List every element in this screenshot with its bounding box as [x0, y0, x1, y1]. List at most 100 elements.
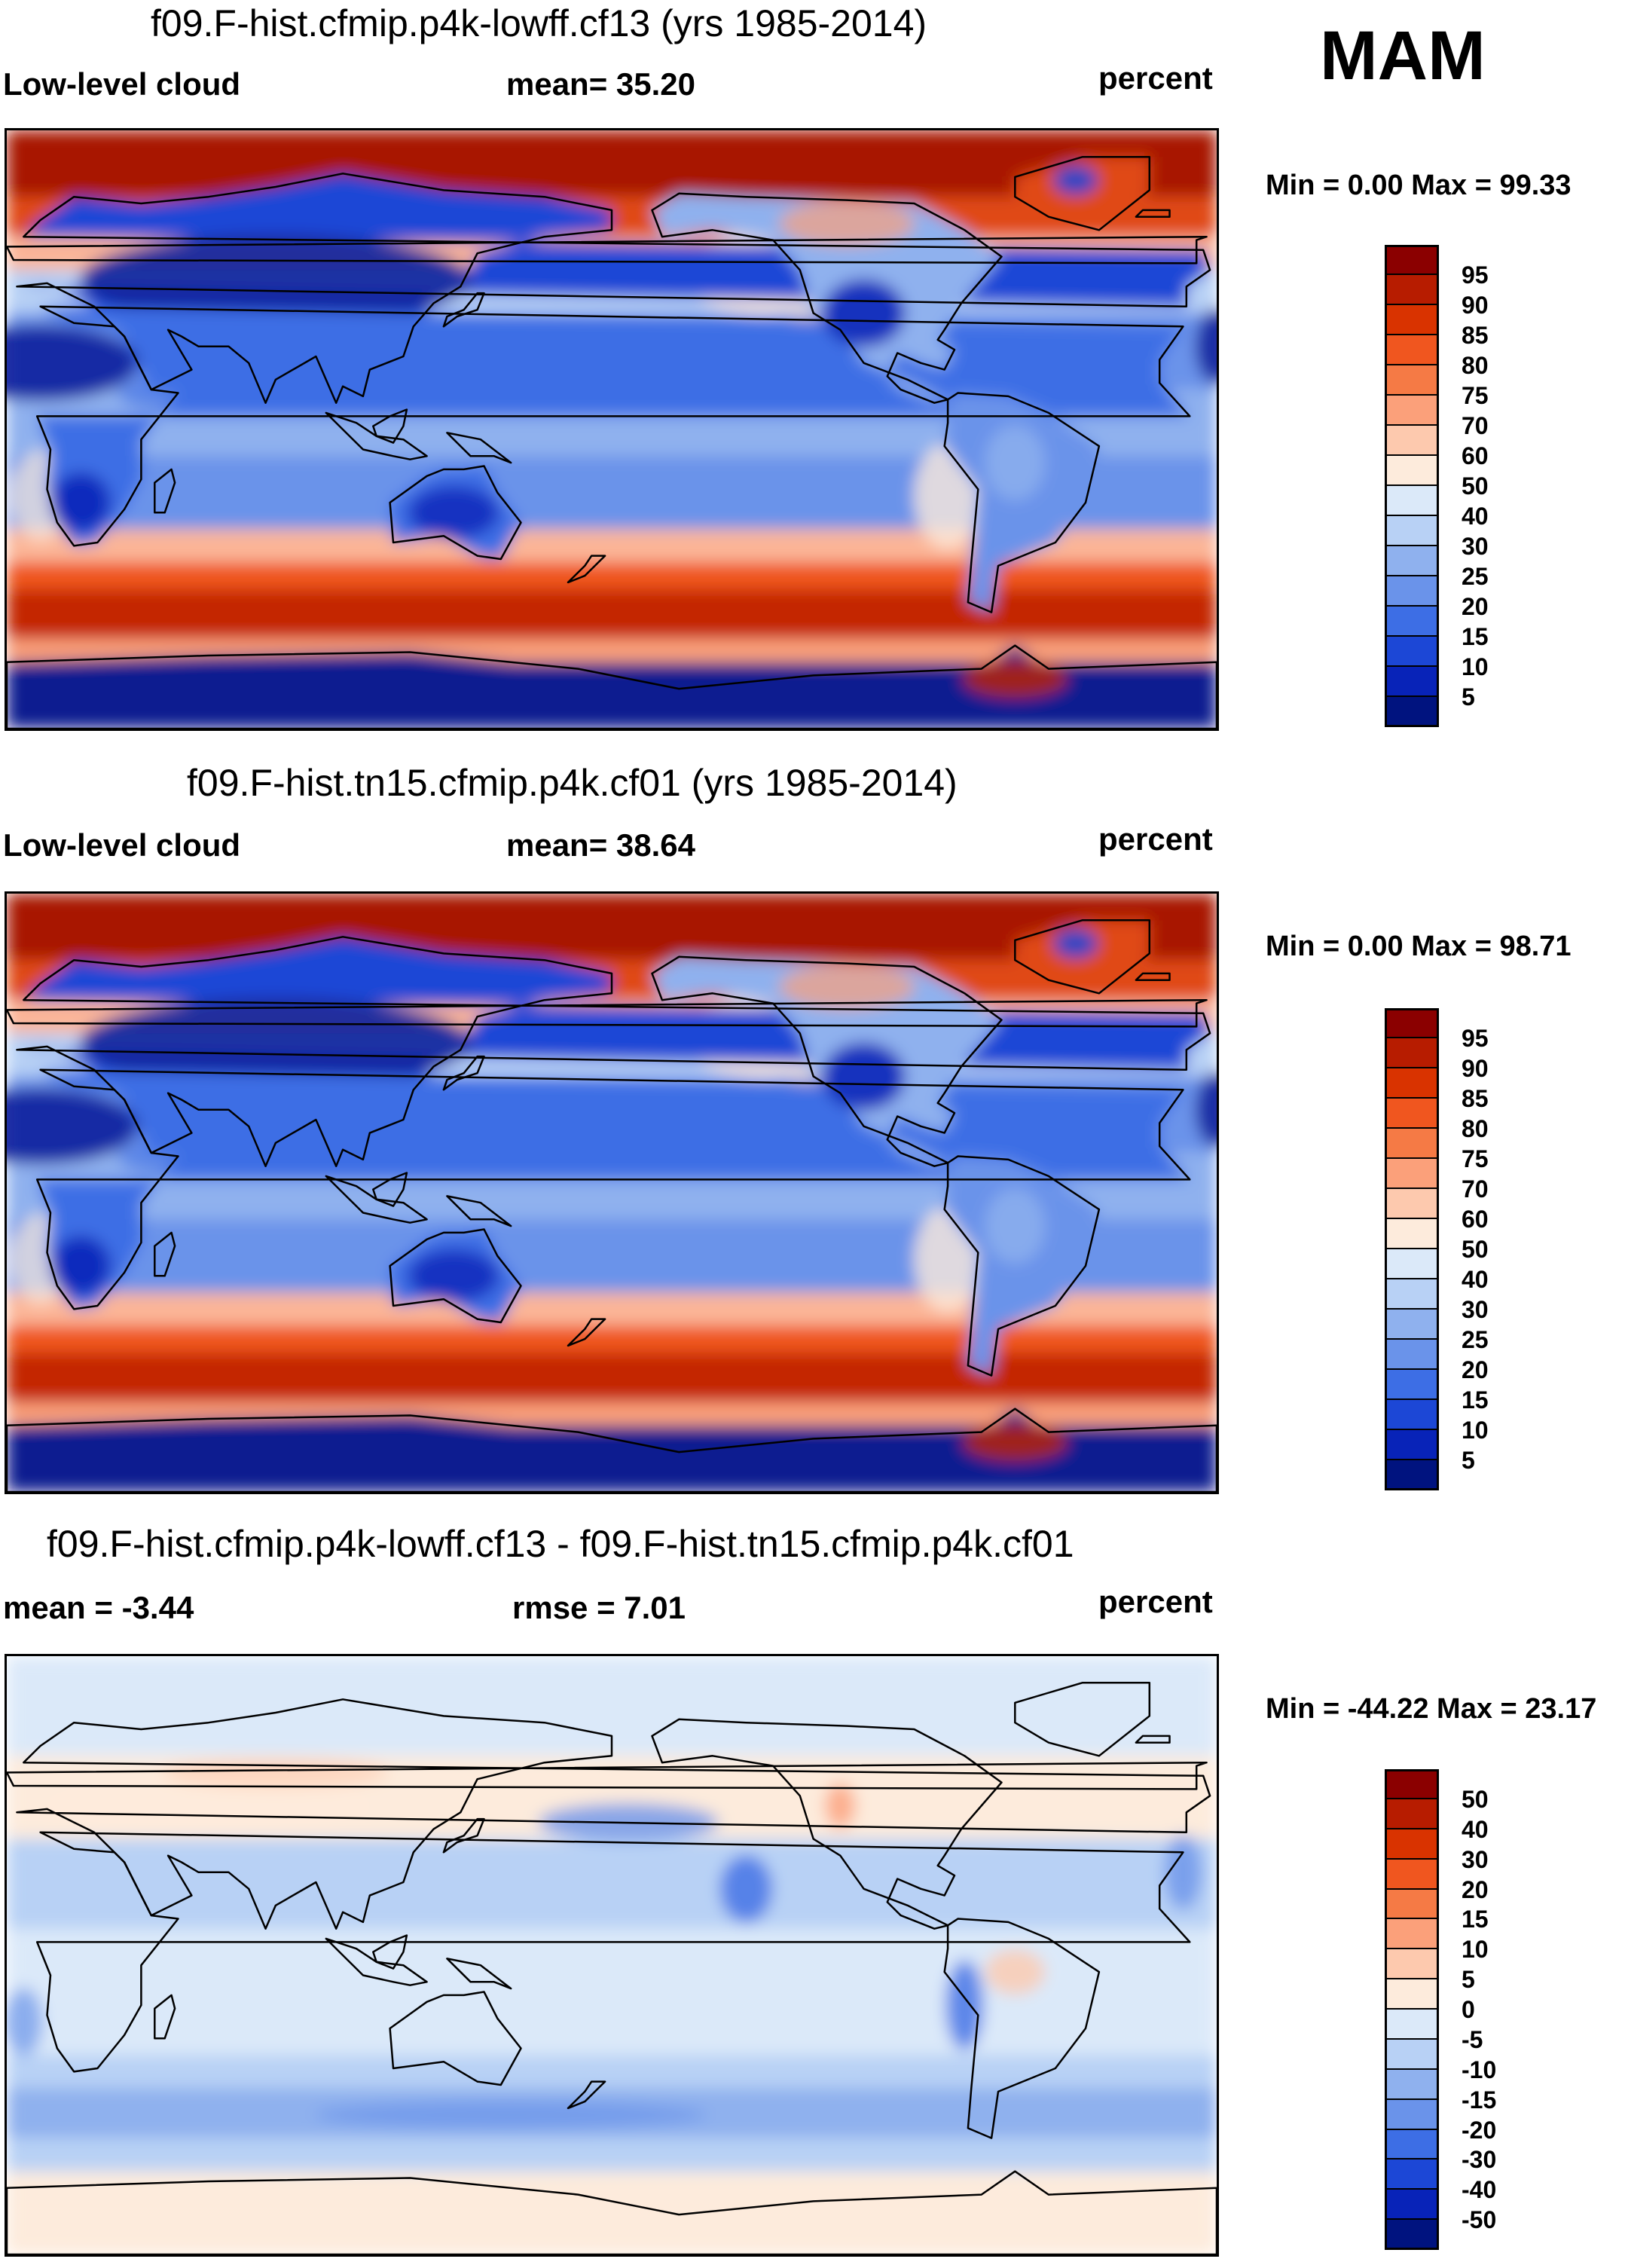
colorbar-swatch [1385, 667, 1439, 697]
colorbar-swatch [1385, 546, 1439, 576]
colorbar-tick-label: -20 [1462, 2116, 1497, 2144]
colorbar-swatch [1385, 1370, 1439, 1400]
panel-3-rmse-label: rmse = 7.01 [512, 1590, 686, 1625]
colorbar-frame [1385, 1008, 1439, 1490]
colorbar-swatch [1385, 1249, 1439, 1279]
colorbar-tick-label: 60 [1462, 442, 1489, 469]
panel-3-units-label: percent [1098, 1584, 1213, 1619]
panel-1-title: f09.F-hist.cfmip.p4k-lowff.cf13 (yrs 198… [151, 2, 927, 44]
colorbar-tick-label: 40 [1462, 1815, 1489, 1843]
colorbar-tick-label: 50 [1462, 472, 1489, 500]
colorbar-swatch [1385, 335, 1439, 365]
colorbar-swatch [1385, 1400, 1439, 1430]
colorbar-tick-label: -40 [1462, 2176, 1497, 2204]
panel-2-minmax: Min = 0.00 Max = 98.71 [1266, 931, 1572, 962]
colorbar-tick-label: 15 [1462, 623, 1489, 650]
colorbar-tick-label: 25 [1462, 563, 1489, 590]
colorbar-tick-label: 30 [1462, 1296, 1489, 1323]
panel-2-title: f09.F-hist.tn15.cfmip.p4k.cf01 (yrs 1985… [187, 762, 958, 804]
colorbar-swatch [1385, 426, 1439, 456]
colorbar-swatch [1385, 2069, 1439, 2100]
colorbar-tick-label: 15 [1462, 1906, 1489, 1933]
colorbar-tick-label: -10 [1462, 2056, 1497, 2083]
panel-2-units-label: percent [1098, 821, 1213, 857]
panel-1-colorbar [1385, 245, 1439, 727]
colorbar-swatch [1385, 2099, 1439, 2130]
colorbar-tick-label: 40 [1462, 1266, 1489, 1293]
colorbar-tick-label: 40 [1462, 503, 1489, 530]
colorbar-swatch [1385, 576, 1439, 607]
colorbar-tick-label: 70 [1462, 412, 1489, 439]
panel-1-minmax: Min = 0.00 Max = 99.33 [1266, 170, 1572, 201]
colorbar-tick-label: 5 [1462, 683, 1475, 711]
colorbar-swatch [1385, 2039, 1439, 2070]
colorbar-swatch [1385, 365, 1439, 396]
colorbar-tick-label: 80 [1462, 352, 1489, 379]
panel-3-colorbar [1385, 1769, 1439, 2250]
colorbar-swatch [1385, 2190, 1439, 2221]
colorbar-swatch [1385, 1189, 1439, 1219]
colorbar-tick-label: 10 [1462, 1936, 1489, 1964]
coastline-group [7, 919, 1217, 1492]
colorbar-tick-label: 85 [1462, 322, 1489, 349]
panel-1-variable-label: Low-level cloud [3, 66, 241, 102]
colorbar-swatch [1385, 2010, 1439, 2040]
colorbar-swatch [1385, 1159, 1439, 1189]
colorbar-frame [1385, 1769, 1439, 2250]
colorbar-tick-label: 60 [1462, 1206, 1489, 1233]
colorbar-tick-label: -30 [1462, 2146, 1497, 2174]
panel-2-colorbar [1385, 1008, 1439, 1490]
colorbar-swatch [1385, 637, 1439, 667]
colorbar-tick-label: 50 [1462, 1785, 1489, 1813]
panel-1-units-label: percent [1098, 60, 1213, 96]
coastline-group [7, 1682, 1217, 2254]
panel-1-map [5, 128, 1219, 731]
colorbar-swatch [1385, 1769, 1439, 1799]
colorbar-swatch [1385, 1340, 1439, 1370]
colorbar-swatch [1385, 516, 1439, 546]
colorbar-tick-label: -5 [1462, 2025, 1483, 2053]
colorbar-swatch [1385, 1799, 1439, 1829]
colorbar-tick-label: 5 [1462, 1966, 1475, 1994]
colorbar-swatch [1385, 1889, 1439, 1920]
colorbar-tick-label: 80 [1462, 1115, 1489, 1142]
colorbar-tick-label: 30 [1462, 1845, 1489, 1873]
colorbar-tick-label: 75 [1462, 1145, 1489, 1172]
colorbar-swatch [1385, 275, 1439, 305]
colorbar-tick-label: 15 [1462, 1386, 1489, 1414]
colorbar-swatch [1385, 456, 1439, 486]
colorbar-tick-label: 85 [1462, 1085, 1489, 1112]
colorbar-tick-label: 75 [1462, 382, 1489, 409]
colorbar-swatch [1385, 1460, 1439, 1490]
colorbar-swatch [1385, 2129, 1439, 2160]
colorbar-tick-label: 50 [1462, 1236, 1489, 1263]
colorbar-swatch [1385, 1829, 1439, 1860]
colorbar-tick-label: 0 [1462, 1996, 1475, 2023]
colorbar-tick-label: 10 [1462, 653, 1489, 680]
colorbar-swatch [1385, 1129, 1439, 1159]
colorbar-swatch [1385, 1310, 1439, 1340]
colorbar-swatch [1385, 1859, 1439, 1890]
colorbar-frame [1385, 245, 1439, 727]
colorbar-tick-label: 20 [1462, 1875, 1489, 1903]
colorbar-tick-label: 95 [1462, 261, 1489, 289]
colorbar-tick-label: 90 [1462, 1055, 1489, 1082]
panel-3-map [5, 1654, 1219, 2257]
colorbar-tick-label: 90 [1462, 292, 1489, 319]
colorbar-swatch [1385, 1099, 1439, 1129]
colorbar-swatch [1385, 1949, 1439, 1980]
colorbar-swatch [1385, 1279, 1439, 1310]
colorbar-swatch [1385, 1430, 1439, 1460]
panel-2-mean-label: mean= 38.64 [506, 827, 696, 863]
colorbar-swatch [1385, 1008, 1439, 1038]
colorbar-tick-label: 25 [1462, 1326, 1489, 1353]
colorbar-tick-label: 5 [1462, 1447, 1475, 1474]
colorbar-swatch [1385, 396, 1439, 426]
panel-3-mean-label: mean = -3.44 [3, 1590, 194, 1625]
colorbar-swatch [1385, 1219, 1439, 1249]
colorbar-tick-label: 70 [1462, 1175, 1489, 1203]
colorbar-tick-label: 30 [1462, 533, 1489, 560]
colorbar-tick-label: 95 [1462, 1025, 1489, 1052]
colorbar-swatch [1385, 2159, 1439, 2190]
colorbar-swatch [1385, 245, 1439, 275]
